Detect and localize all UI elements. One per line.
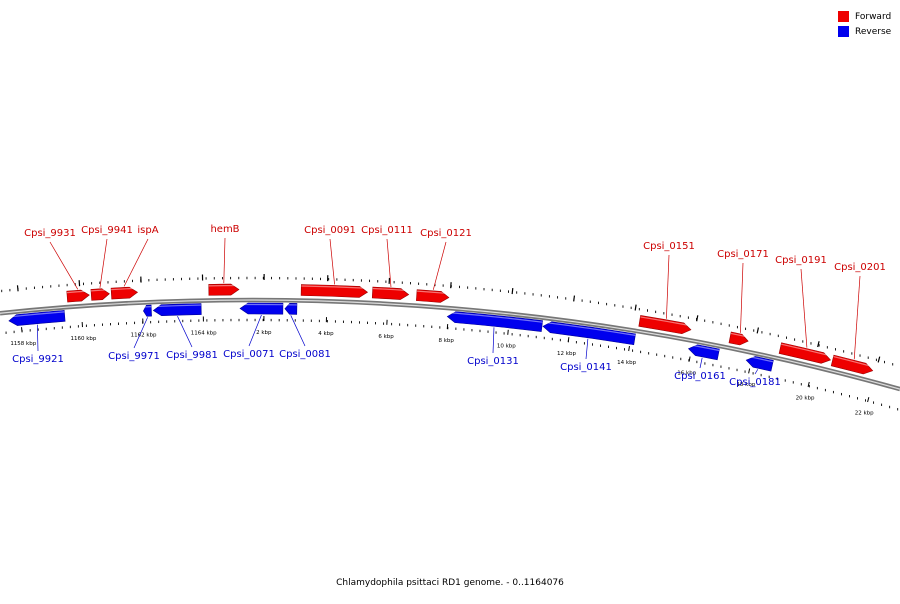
tick-label: 6 kbp bbox=[378, 334, 394, 340]
major-tick-outer bbox=[574, 296, 575, 302]
tick-label: 8 kbp bbox=[438, 338, 454, 344]
gene-leader bbox=[854, 276, 860, 359]
gene-leader bbox=[666, 255, 669, 319]
major-tick bbox=[689, 357, 690, 362]
gene-leader bbox=[586, 339, 588, 359]
gene-label: Cpsi_9971 bbox=[108, 351, 160, 362]
gene-leader bbox=[801, 269, 807, 348]
gene-label: hemB bbox=[210, 224, 239, 235]
gene-label: Cpsi_0071 bbox=[223, 349, 275, 360]
genome-caption: Chlamydophila psittaci RD1 genome. - 0..… bbox=[0, 578, 900, 588]
tick-label: 1160 kbp bbox=[70, 336, 96, 342]
major-tick bbox=[508, 330, 509, 335]
legend-item-forward: Forward bbox=[838, 9, 891, 24]
gene-label: Cpsi_9931 bbox=[24, 228, 76, 239]
legend: Forward Reverse bbox=[838, 9, 891, 39]
major-tick-outer bbox=[635, 305, 636, 311]
gene-leader bbox=[124, 239, 148, 286]
tick-label: 1164 kbp bbox=[191, 330, 217, 336]
reverse-swatch bbox=[838, 26, 849, 37]
legend-forward-label: Forward bbox=[855, 12, 891, 22]
gene-label: Cpsi_9981 bbox=[166, 350, 218, 361]
tick-label: 4 kbp bbox=[318, 331, 334, 337]
tick-label: 1162 kbp bbox=[131, 332, 157, 338]
gene-leader bbox=[330, 239, 335, 284]
gene-leader bbox=[100, 239, 107, 288]
tick-label: 2 kbp bbox=[256, 330, 272, 336]
major-tick-outer bbox=[697, 315, 698, 321]
major-tick-outer bbox=[512, 288, 513, 294]
gene-leader bbox=[433, 242, 446, 290]
gene-label: Cpsi_0111 bbox=[361, 225, 413, 236]
tick-label: 22 kbp bbox=[855, 411, 874, 417]
gene-label: Cpsi_0091 bbox=[304, 225, 356, 236]
gene-label: Cpsi_0171 bbox=[717, 249, 769, 260]
gene-label: Cpsi_9921 bbox=[12, 354, 64, 365]
genome-backbone-highlight bbox=[0, 300, 900, 389]
legend-reverse-label: Reverse bbox=[855, 27, 891, 37]
major-tick-outer bbox=[17, 285, 18, 291]
major-tick-outer bbox=[757, 327, 758, 333]
gene-leader bbox=[493, 327, 494, 353]
gene-leader bbox=[50, 242, 78, 289]
gene-label: Cpsi_0161 bbox=[674, 371, 726, 382]
gene-label: Cpsi_0201 bbox=[834, 262, 886, 273]
gene-leader bbox=[224, 238, 225, 283]
major-tick bbox=[568, 337, 569, 342]
gene-label: Cpsi_9941 bbox=[81, 225, 133, 236]
gene-label: Cpsi_0181 bbox=[729, 377, 781, 388]
major-tick bbox=[749, 369, 750, 374]
gene-label: Cpsi_0081 bbox=[279, 349, 331, 360]
major-tick-outer bbox=[878, 357, 880, 363]
gene-label: ispA bbox=[137, 225, 158, 236]
gene-label: Cpsi_0131 bbox=[467, 356, 519, 367]
major-tick bbox=[868, 397, 869, 402]
major-tick bbox=[629, 346, 630, 351]
tick-label: 1158 kbp bbox=[10, 341, 36, 347]
legend-item-reverse: Reverse bbox=[838, 24, 891, 39]
forward-swatch bbox=[838, 11, 849, 22]
gene-label: Cpsi_0141 bbox=[560, 362, 612, 373]
gene-leader bbox=[740, 263, 743, 333]
tick-label: 10 kbp bbox=[497, 344, 516, 350]
gene-leader bbox=[755, 369, 758, 374]
gene-label: Cpsi_0151 bbox=[643, 241, 695, 252]
tick-label: 20 kbp bbox=[796, 396, 815, 402]
gene-leader bbox=[700, 358, 702, 368]
tick-label: 14 kbp bbox=[617, 360, 636, 366]
gene-label: Cpsi_0191 bbox=[775, 255, 827, 266]
genome-backbone bbox=[0, 300, 900, 389]
tick-label: 12 kbp bbox=[557, 351, 576, 357]
gene-label: Cpsi_0121 bbox=[420, 228, 472, 239]
